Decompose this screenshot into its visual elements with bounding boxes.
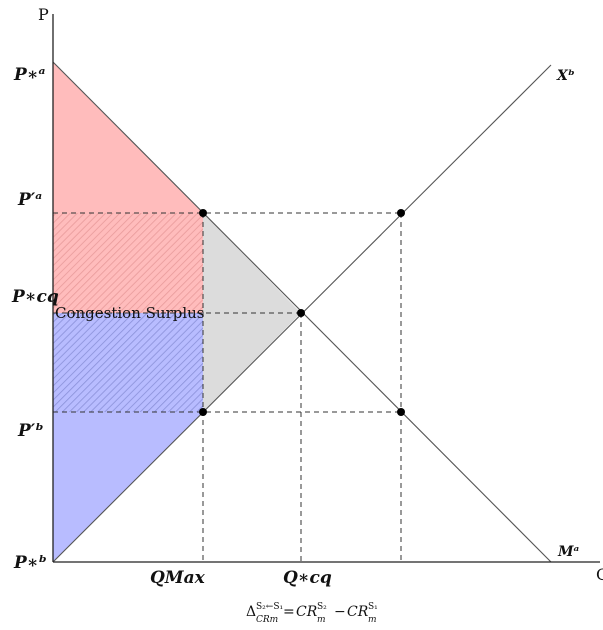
- formula: Δ S₂←S₁ CRm = CR S₂ m − CR S₁ m: [246, 602, 378, 625]
- formula-delta: Δ: [246, 604, 256, 620]
- red-hatched-pattern: [53, 213, 203, 313]
- point-right-pprime-a: [397, 209, 405, 217]
- point-right-pprime-b: [397, 408, 405, 416]
- x-axis-label: Q: [596, 565, 603, 584]
- point-qmax-pprime-b: [199, 408, 207, 416]
- formula-delta-sub: CRm: [256, 615, 278, 625]
- label-m-curve: Mᵃ: [557, 544, 579, 560]
- dashed-guides: [53, 212, 402, 562]
- label-p-star-cq: P∗cq: [11, 287, 59, 307]
- formula-term2-sup: S₁: [368, 602, 378, 612]
- formula-term2: CR: [347, 604, 369, 620]
- y-axis-label: P: [38, 5, 49, 24]
- formula-term1: CR: [296, 604, 318, 620]
- label-q-max: QMax: [150, 568, 206, 588]
- formula-term1-sub: m: [317, 615, 326, 625]
- formula-term2-sub: m: [368, 615, 377, 625]
- congestion-surplus-label: Congestion Surplus: [55, 304, 205, 322]
- formula-equals: =: [283, 604, 295, 620]
- label-p-star-b: P∗ᵇ: [13, 553, 47, 573]
- blue-hatched-pattern: [53, 313, 203, 412]
- label-p-star-a: P∗ᵃ: [13, 65, 46, 85]
- label-q-star-cq: Q∗cq: [283, 568, 332, 588]
- label-p-prime-b: P′ᵇ: [17, 421, 44, 441]
- point-equilibrium: [297, 309, 305, 317]
- label-p-prime-a: P′ᵃ: [17, 190, 42, 210]
- label-x-curve: Xᵇ: [556, 68, 575, 84]
- formula-delta-sup: S₂←S₁: [256, 602, 283, 612]
- formula-term1-sup: S₂: [317, 602, 327, 612]
- point-qmax-pprime-a: [199, 209, 207, 217]
- formula-minus: −: [334, 604, 346, 620]
